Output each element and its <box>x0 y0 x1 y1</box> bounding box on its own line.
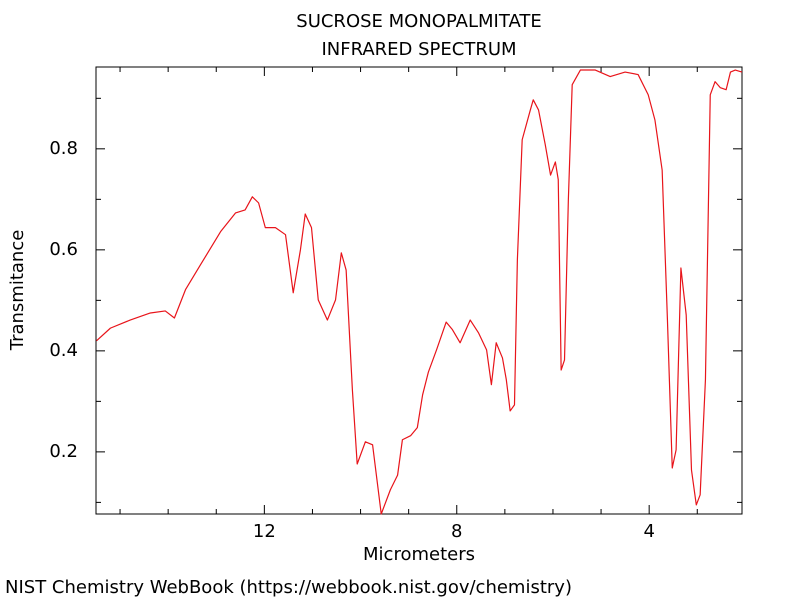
y-tick-label: 0.6 <box>49 239 78 260</box>
x-tick-label: 8 <box>451 521 462 542</box>
y-axis-label: Transmitance <box>7 230 28 352</box>
x-axis-label: Micrometers <box>363 544 475 565</box>
y-tick-label: 0.2 <box>49 441 78 462</box>
spectrum-line <box>96 69 743 515</box>
chart-subtitle: INFRARED SPECTRUM <box>321 39 516 60</box>
source-note: NIST Chemistry WebBook (https://webbook.… <box>5 577 572 598</box>
y-tick-label: 0.8 <box>49 138 78 159</box>
plot-frame <box>95 66 743 515</box>
y-tick-label: 0.4 <box>49 340 78 361</box>
x-tick-label: 12 <box>253 521 276 542</box>
x-tick-label: 4 <box>643 521 654 542</box>
chart-title: SUCROSE MONOPALMITATE <box>296 11 541 32</box>
